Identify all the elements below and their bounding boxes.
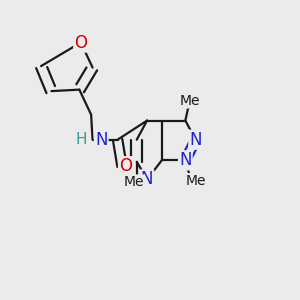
Text: N: N xyxy=(179,151,192,169)
Text: N: N xyxy=(189,131,202,149)
Text: N: N xyxy=(141,170,153,188)
Text: O: O xyxy=(74,34,87,52)
Text: H: H xyxy=(75,132,87,147)
Text: N: N xyxy=(95,131,107,149)
Text: Me: Me xyxy=(124,176,144,189)
Text: O: O xyxy=(119,157,132,175)
Text: Me: Me xyxy=(179,94,200,107)
Text: Me: Me xyxy=(185,174,206,188)
